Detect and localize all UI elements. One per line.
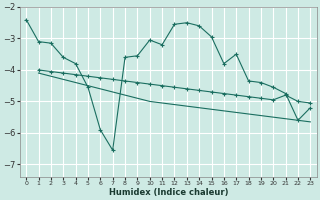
X-axis label: Humidex (Indice chaleur): Humidex (Indice chaleur)	[108, 188, 228, 197]
